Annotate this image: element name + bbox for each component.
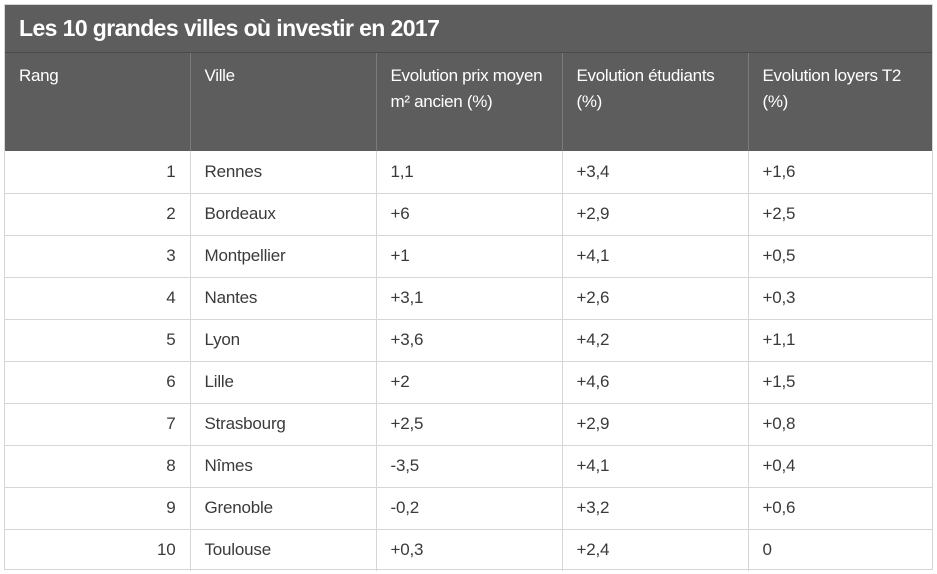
cell-ville: Lyon <box>190 319 377 362</box>
cell-prix: +2 <box>376 361 563 404</box>
cell-prix: +6 <box>376 193 563 236</box>
column-header-rang: Rang <box>5 53 191 151</box>
cell-ville: Rennes <box>190 151 377 194</box>
table-row: 3 Montpellier +1 +4,1 +0,5 <box>5 235 932 278</box>
cell-etudiants: +3,2 <box>562 487 749 530</box>
cell-prix: 1,1 <box>376 151 563 194</box>
table-header: Rang Ville Evolution prix moyen m² ancie… <box>5 53 932 151</box>
cell-loyers: +0,8 <box>748 403 932 446</box>
cell-ville: Lille <box>190 361 377 404</box>
cell-prix: +0,3 <box>376 529 563 571</box>
cell-loyers: +0,3 <box>748 277 932 320</box>
table-row: 1 Rennes 1,1 +3,4 +1,6 <box>5 151 932 194</box>
cell-rang: 8 <box>5 445 191 488</box>
table-title-bar: Les 10 grandes villes où investir en 201… <box>5 5 932 53</box>
cell-loyers: +0,4 <box>748 445 932 488</box>
cell-prix: -0,2 <box>376 487 563 530</box>
cell-rang: 7 <box>5 403 191 446</box>
cell-rang: 10 <box>5 529 191 571</box>
cell-rang: 2 <box>5 193 191 236</box>
column-header-loyers: Evolution loyers T2 (%) <box>748 53 932 151</box>
table-row: 6 Lille +2 +4,6 +1,5 <box>5 361 932 404</box>
ranking-table-container: Les 10 grandes villes où investir en 201… <box>4 4 933 571</box>
cell-prix: +1 <box>376 235 563 278</box>
cell-ville: Grenoble <box>190 487 377 530</box>
cell-loyers: +1,6 <box>748 151 932 194</box>
cell-prix: -3,5 <box>376 445 563 488</box>
cell-loyers: +1,1 <box>748 319 932 362</box>
cell-rang: 5 <box>5 319 191 362</box>
cell-ville: Toulouse <box>190 529 377 571</box>
cell-loyers: +0,5 <box>748 235 932 278</box>
table-row: 8 Nîmes -3,5 +4,1 +0,4 <box>5 445 932 488</box>
cell-rang: 6 <box>5 361 191 404</box>
ranking-table: Rang Ville Evolution prix moyen m² ancie… <box>5 53 932 571</box>
cell-etudiants: +2,4 <box>562 529 749 571</box>
cell-loyers: +0,6 <box>748 487 932 530</box>
cell-etudiants: +2,9 <box>562 193 749 236</box>
column-header-ville: Ville <box>190 53 377 151</box>
cell-rang: 1 <box>5 151 191 194</box>
table-body: 1 Rennes 1,1 +3,4 +1,6 2 Bordeaux +6 +2,9 +2,5 3 Mo… <box>5 151 932 571</box>
cell-rang: 3 <box>5 235 191 278</box>
cell-ville: Nîmes <box>190 445 377 488</box>
cell-ville: Montpellier <box>190 235 377 278</box>
cell-prix: +2,5 <box>376 403 563 446</box>
cell-prix: +3,6 <box>376 319 563 362</box>
header-row: Rang Ville Evolution prix moyen m² ancie… <box>5 53 932 151</box>
cell-ville: Strasbourg <box>190 403 377 446</box>
table-title: Les 10 grandes villes où investir en 201… <box>19 15 440 41</box>
column-header-etudiants: Evolution étudiants (%) <box>562 53 749 151</box>
table-row: 5 Lyon +3,6 +4,2 +1,1 <box>5 319 932 362</box>
cell-etudiants: +4,1 <box>562 445 749 488</box>
table-row: 4 Nantes +3,1 +2,6 +0,3 <box>5 277 932 320</box>
cell-ville: Bordeaux <box>190 193 377 236</box>
cell-etudiants: +4,1 <box>562 235 749 278</box>
cell-etudiants: +4,6 <box>562 361 749 404</box>
cell-prix: +3,1 <box>376 277 563 320</box>
column-header-prix: Evolution prix moyen m² ancien (%) <box>376 53 563 151</box>
cell-ville: Nantes <box>190 277 377 320</box>
cell-etudiants: +2,9 <box>562 403 749 446</box>
cell-etudiants: +3,4 <box>562 151 749 194</box>
table-row: 2 Bordeaux +6 +2,9 +2,5 <box>5 193 932 236</box>
table-row: 9 Grenoble -0,2 +3,2 +0,6 <box>5 487 932 530</box>
cell-loyers: +2,5 <box>748 193 932 236</box>
cell-etudiants: +4,2 <box>562 319 749 362</box>
cell-etudiants: +2,6 <box>562 277 749 320</box>
cell-loyers: 0 <box>762 540 772 560</box>
cell-loyers: +1,5 <box>748 361 932 404</box>
cell-rang: 9 <box>5 487 191 530</box>
cell-rang: 4 <box>5 277 191 320</box>
table-row: 10 Toulouse +0,3 +2,4 0 <box>5 529 932 571</box>
table-row: 7 Strasbourg +2,5 +2,9 +0,8 <box>5 403 932 446</box>
